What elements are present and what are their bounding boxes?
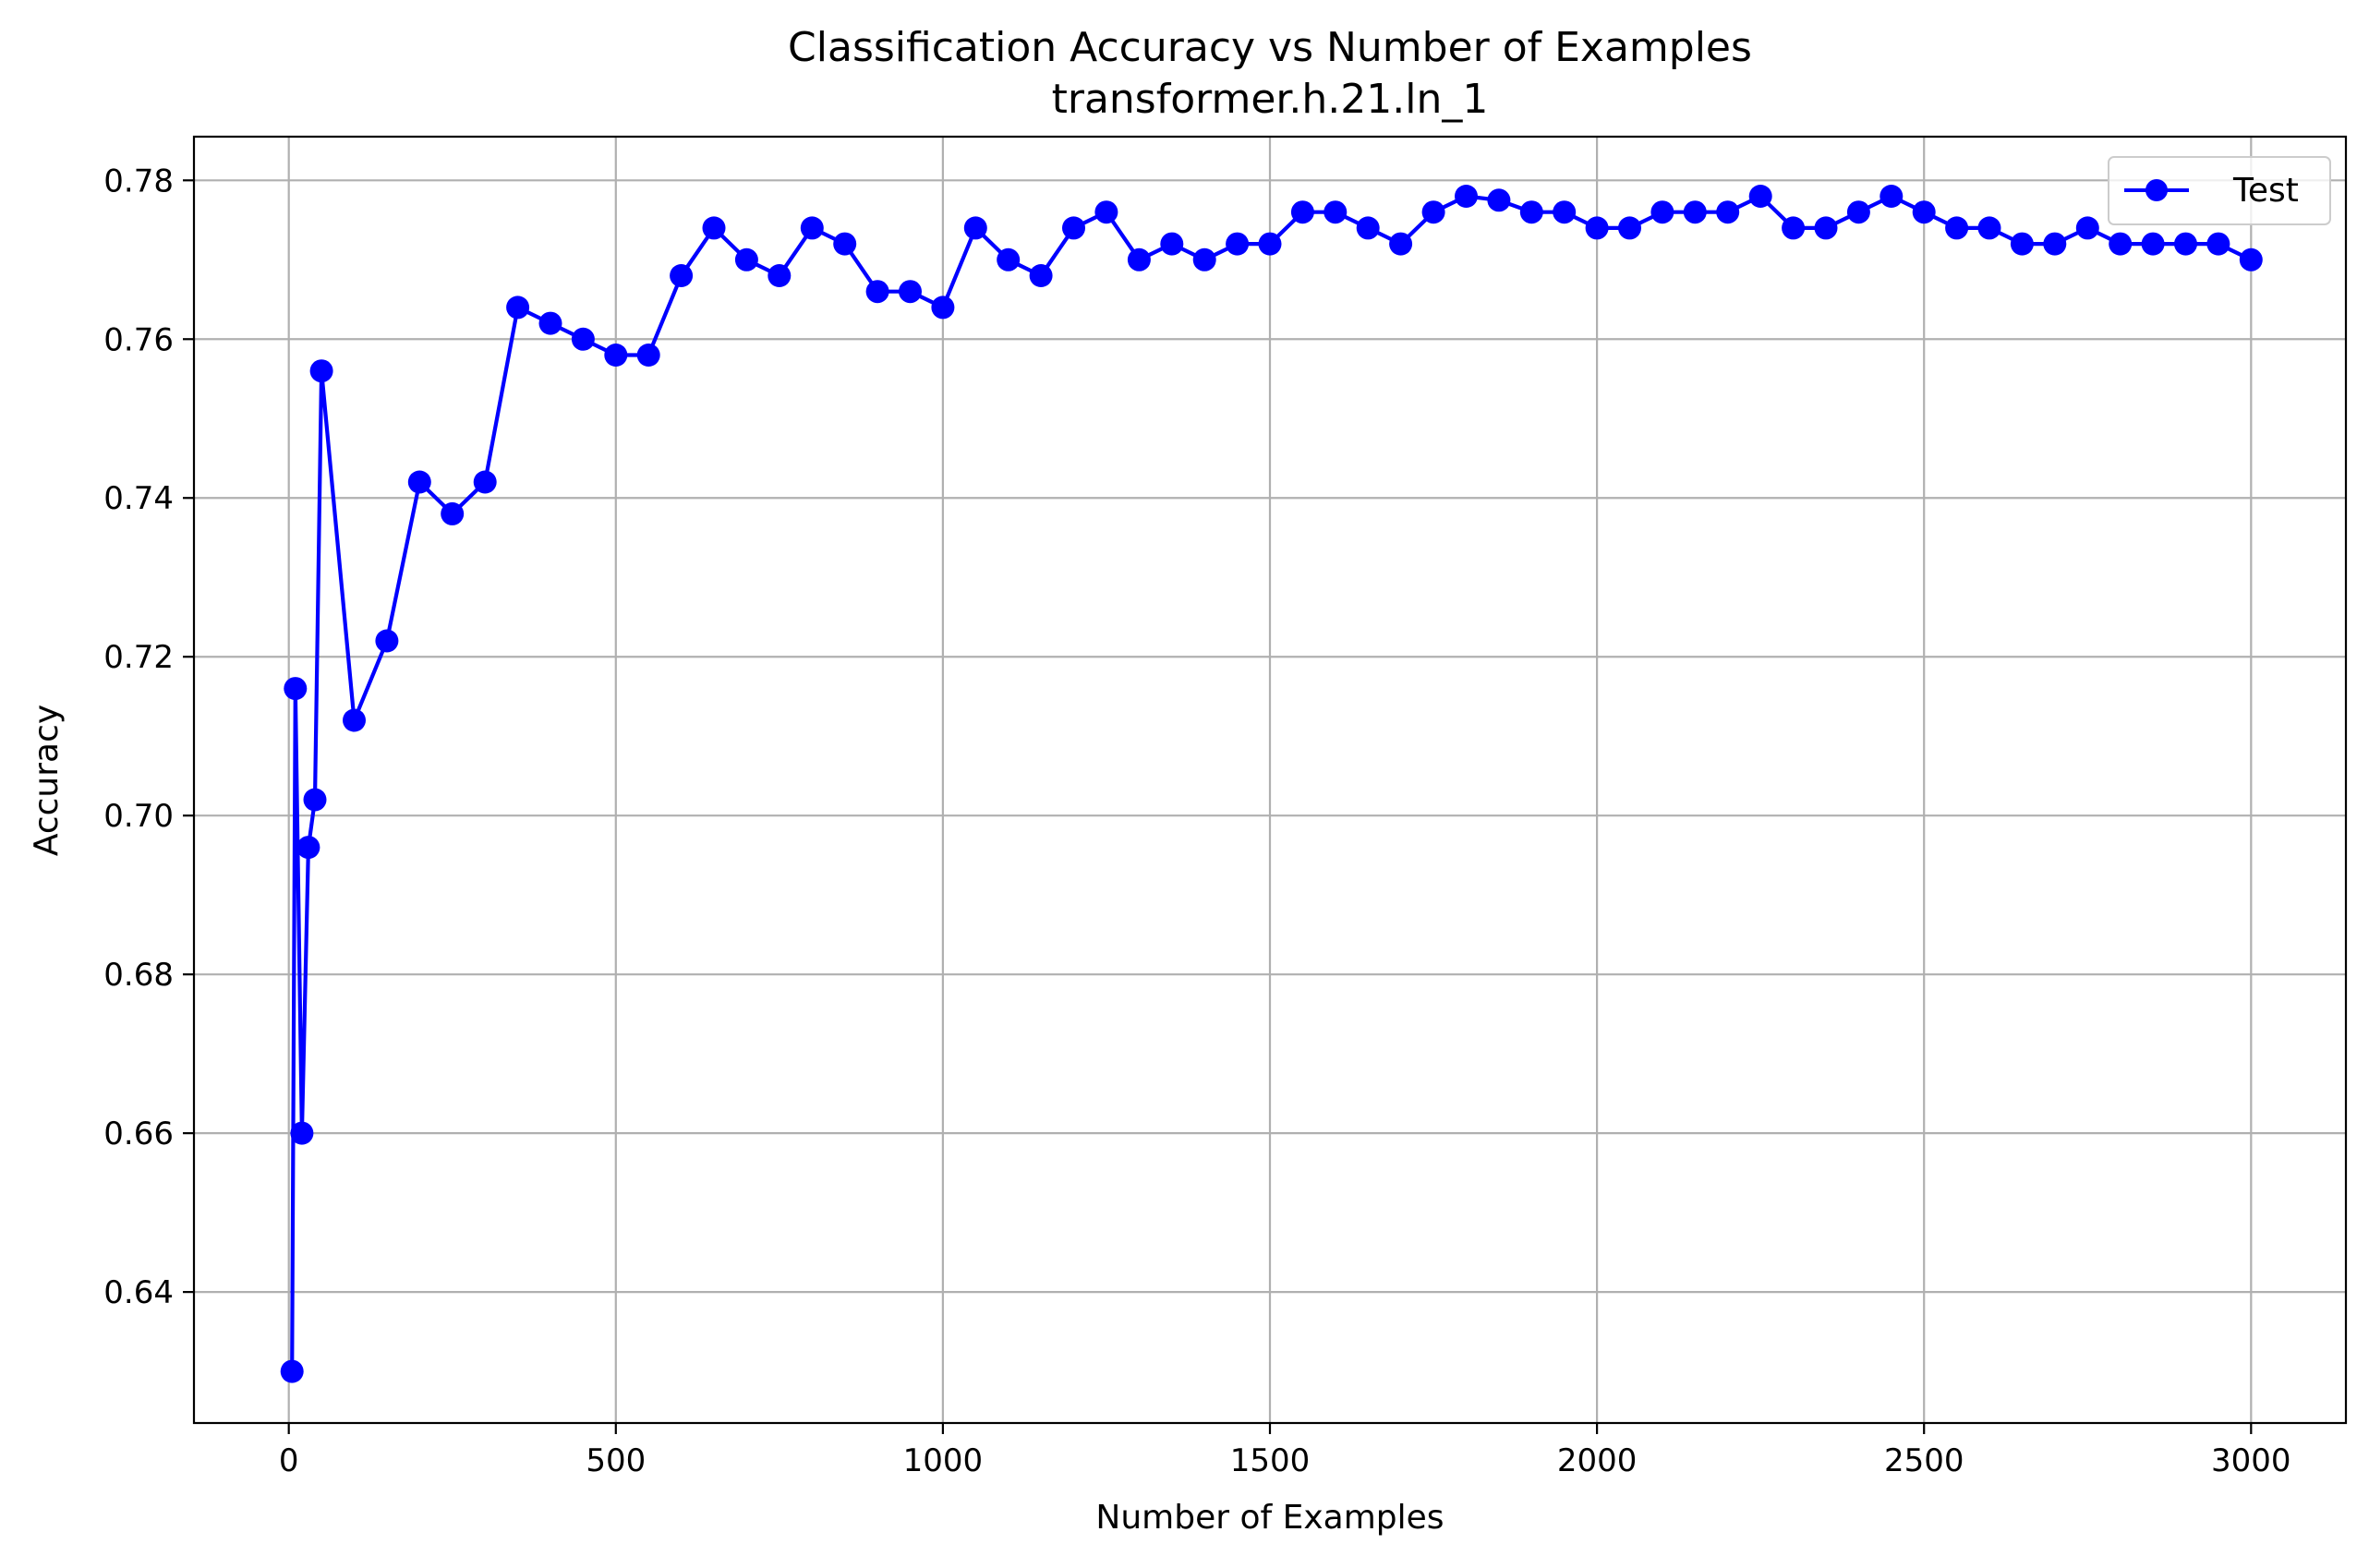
data-point [670, 264, 694, 287]
data-point [1519, 200, 1543, 224]
data-point [2075, 216, 2099, 240]
data-point [768, 264, 792, 287]
data-point [375, 629, 399, 653]
data-point [284, 677, 308, 701]
legend: Test [2108, 156, 2331, 225]
data-point [1192, 247, 1216, 271]
data-point [296, 836, 320, 860]
data-point [1029, 264, 1053, 287]
data-point [343, 708, 366, 732]
data-point [1421, 200, 1445, 224]
data-point [1945, 216, 1969, 240]
legend-marker-test [2145, 179, 2168, 201]
y-tick-label: 0.66 [103, 1116, 174, 1152]
data-point [2010, 232, 2034, 256]
y-tick-label: 0.78 [103, 163, 174, 199]
data-point [1127, 247, 1151, 271]
x-tick-label: 1000 [903, 1442, 984, 1479]
data-point [303, 788, 327, 812]
data-point [865, 280, 889, 304]
data-point [1782, 216, 1806, 240]
data-point [2043, 232, 2067, 256]
data-point [1062, 216, 1085, 240]
data-point [1290, 200, 1314, 224]
data-point [407, 470, 431, 494]
chart-subtitle: transformer.h.21.ln_1 [1052, 76, 1489, 123]
data-point [2109, 232, 2133, 256]
x-tick-label: 2000 [1557, 1442, 1638, 1479]
y-tick-label: 0.76 [103, 321, 174, 358]
x-tick-label: 0 [279, 1442, 299, 1479]
data-point [571, 327, 595, 351]
data-point [309, 359, 333, 383]
data-point [1912, 200, 1936, 224]
y-tick-label: 0.68 [103, 957, 174, 994]
x-tick-label: 1500 [1230, 1442, 1311, 1479]
x-tick-label: 3000 [2211, 1442, 2291, 1479]
y-axis-label: Accuracy [28, 705, 66, 856]
data-point [1389, 232, 1413, 256]
data-point [473, 470, 497, 494]
x-axis-label: Number of Examples [1095, 1499, 1444, 1537]
data-point [441, 501, 465, 525]
data-point [1977, 216, 2001, 240]
data-point [1356, 216, 1380, 240]
data-point [833, 232, 857, 256]
data-point [636, 344, 660, 367]
data-point [538, 311, 562, 335]
data-point [1814, 216, 1838, 240]
data-point [734, 247, 758, 271]
data-point [1879, 185, 1904, 208]
data-point [1650, 200, 1674, 224]
data-point [800, 216, 824, 240]
data-point [931, 296, 955, 320]
y-tick-label: 0.70 [103, 798, 174, 835]
data-point [1585, 216, 1609, 240]
legend-box [2108, 156, 2331, 225]
data-point [1553, 200, 1577, 224]
x-tick-label: 2500 [1884, 1442, 1964, 1479]
data-point [506, 296, 530, 320]
y-tick-label: 0.72 [103, 639, 174, 676]
data-point [1846, 200, 1870, 224]
data-point [1094, 200, 1118, 224]
grid-lines [194, 137, 2346, 1423]
y-tick-label: 0.64 [103, 1274, 174, 1311]
data-point [1716, 200, 1740, 224]
series-layer [280, 185, 2263, 1383]
data-point [1618, 216, 1641, 240]
data-point [1226, 232, 1250, 256]
y-tick-label: 0.74 [103, 480, 174, 517]
axis-ticks: 0 500 1000 1500 2000 2500 3000 0.64 0.66 0.68 0.70… [103, 163, 2290, 1479]
data-point [290, 1121, 314, 1145]
data-point [1455, 185, 1478, 208]
data-point [963, 216, 987, 240]
data-point [2206, 232, 2230, 256]
data-point [280, 1359, 304, 1383]
data-point [2239, 247, 2263, 271]
data-point [1748, 185, 1772, 208]
x-tick-label: 500 [586, 1442, 646, 1479]
data-point [2141, 232, 2165, 256]
data-point [1683, 200, 1707, 224]
data-point [1323, 200, 1348, 224]
plot-area-frame [192, 135, 2348, 1425]
chart-title: Classification Accuracy vs Number of Exa… [788, 24, 1752, 71]
data-point [702, 216, 726, 240]
data-point [604, 344, 628, 367]
data-point [1487, 188, 1511, 212]
data-point [899, 280, 922, 304]
data-point [2174, 232, 2197, 256]
data-point [1258, 232, 1282, 256]
data-point [1160, 232, 1184, 256]
legend-label-test: Test [2232, 172, 2299, 210]
data-point [997, 247, 1021, 271]
